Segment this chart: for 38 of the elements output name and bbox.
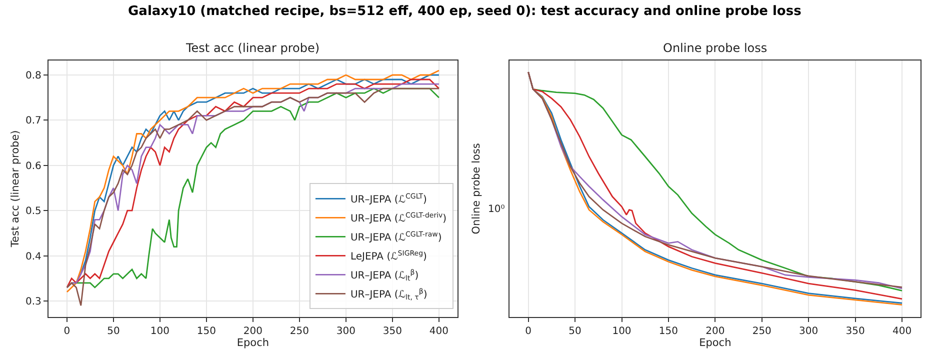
x-tick-label: 400 <box>892 326 912 337</box>
x-tick-label: 250 <box>290 326 310 337</box>
legend-label: UR–JEPA (ℒ$^{CGLT}$) <box>350 192 428 206</box>
x-tick-label: 100 <box>150 326 170 337</box>
x-tick-label: 350 <box>382 326 402 337</box>
x-tick-label: 50 <box>107 326 120 337</box>
y-tick-label: 0.8 <box>25 70 42 82</box>
x-tick-label: 250 <box>752 326 772 337</box>
x-tick-label: 150 <box>196 326 216 337</box>
x-tick-label: 100 <box>612 326 632 337</box>
x-tick-label: 200 <box>706 326 725 337</box>
x-axis-title: Epoch <box>699 336 732 349</box>
text: 10⁰ <box>488 204 505 215</box>
chart-title: Galaxy10 (matched recipe, bs=512 eff, 400 ep, seed 0): test accuracy and online probe loss <box>128 4 802 19</box>
y-tick-label: 0.3 <box>25 296 42 308</box>
x-tick-label: 0 <box>525 326 532 337</box>
y-axis-title: Online probe loss <box>470 143 482 234</box>
x-tick-label: 300 <box>799 326 818 337</box>
y-tick-label: 0.4 <box>25 251 42 262</box>
legend-label: UR–JEPA (ℒ$_{lt}$$^{β}$) <box>350 268 419 283</box>
x-tick-label: 400 <box>429 326 449 337</box>
x-tick-label: 50 <box>568 326 582 337</box>
legend-label: UR–JEPA (ℒ$^{CGLT-deriv}$) <box>350 211 447 225</box>
chart-subtitle: Test acc (linear probe) <box>185 41 320 55</box>
y-tick-label: 0.7 <box>25 116 42 127</box>
x-tick-label: 200 <box>243 326 263 337</box>
y-axis-title: Test acc (linear probe) <box>9 130 22 248</box>
x-tick-label: 300 <box>336 326 356 337</box>
y-tick-label: 0.6 <box>25 160 42 172</box>
x-axis-title: Epoch <box>236 336 270 349</box>
x-tick-label: 150 <box>658 326 678 337</box>
legend-label: UR–JEPA (ℒ$^{CGLT-raw}$) <box>350 230 442 244</box>
legend-label: LeJEPA (ℒ$^{SIGReg}$) <box>350 249 428 263</box>
x-tick-label: 0 <box>64 326 70 337</box>
chart-title: Online probe loss <box>663 41 768 55</box>
y-tick-label: 0.5 <box>25 206 42 218</box>
x-tick-label: 350 <box>846 326 865 337</box>
legend-label: UR–JEPA (ℒ$_{lt, τ}$$^{β}$) <box>350 287 428 302</box>
